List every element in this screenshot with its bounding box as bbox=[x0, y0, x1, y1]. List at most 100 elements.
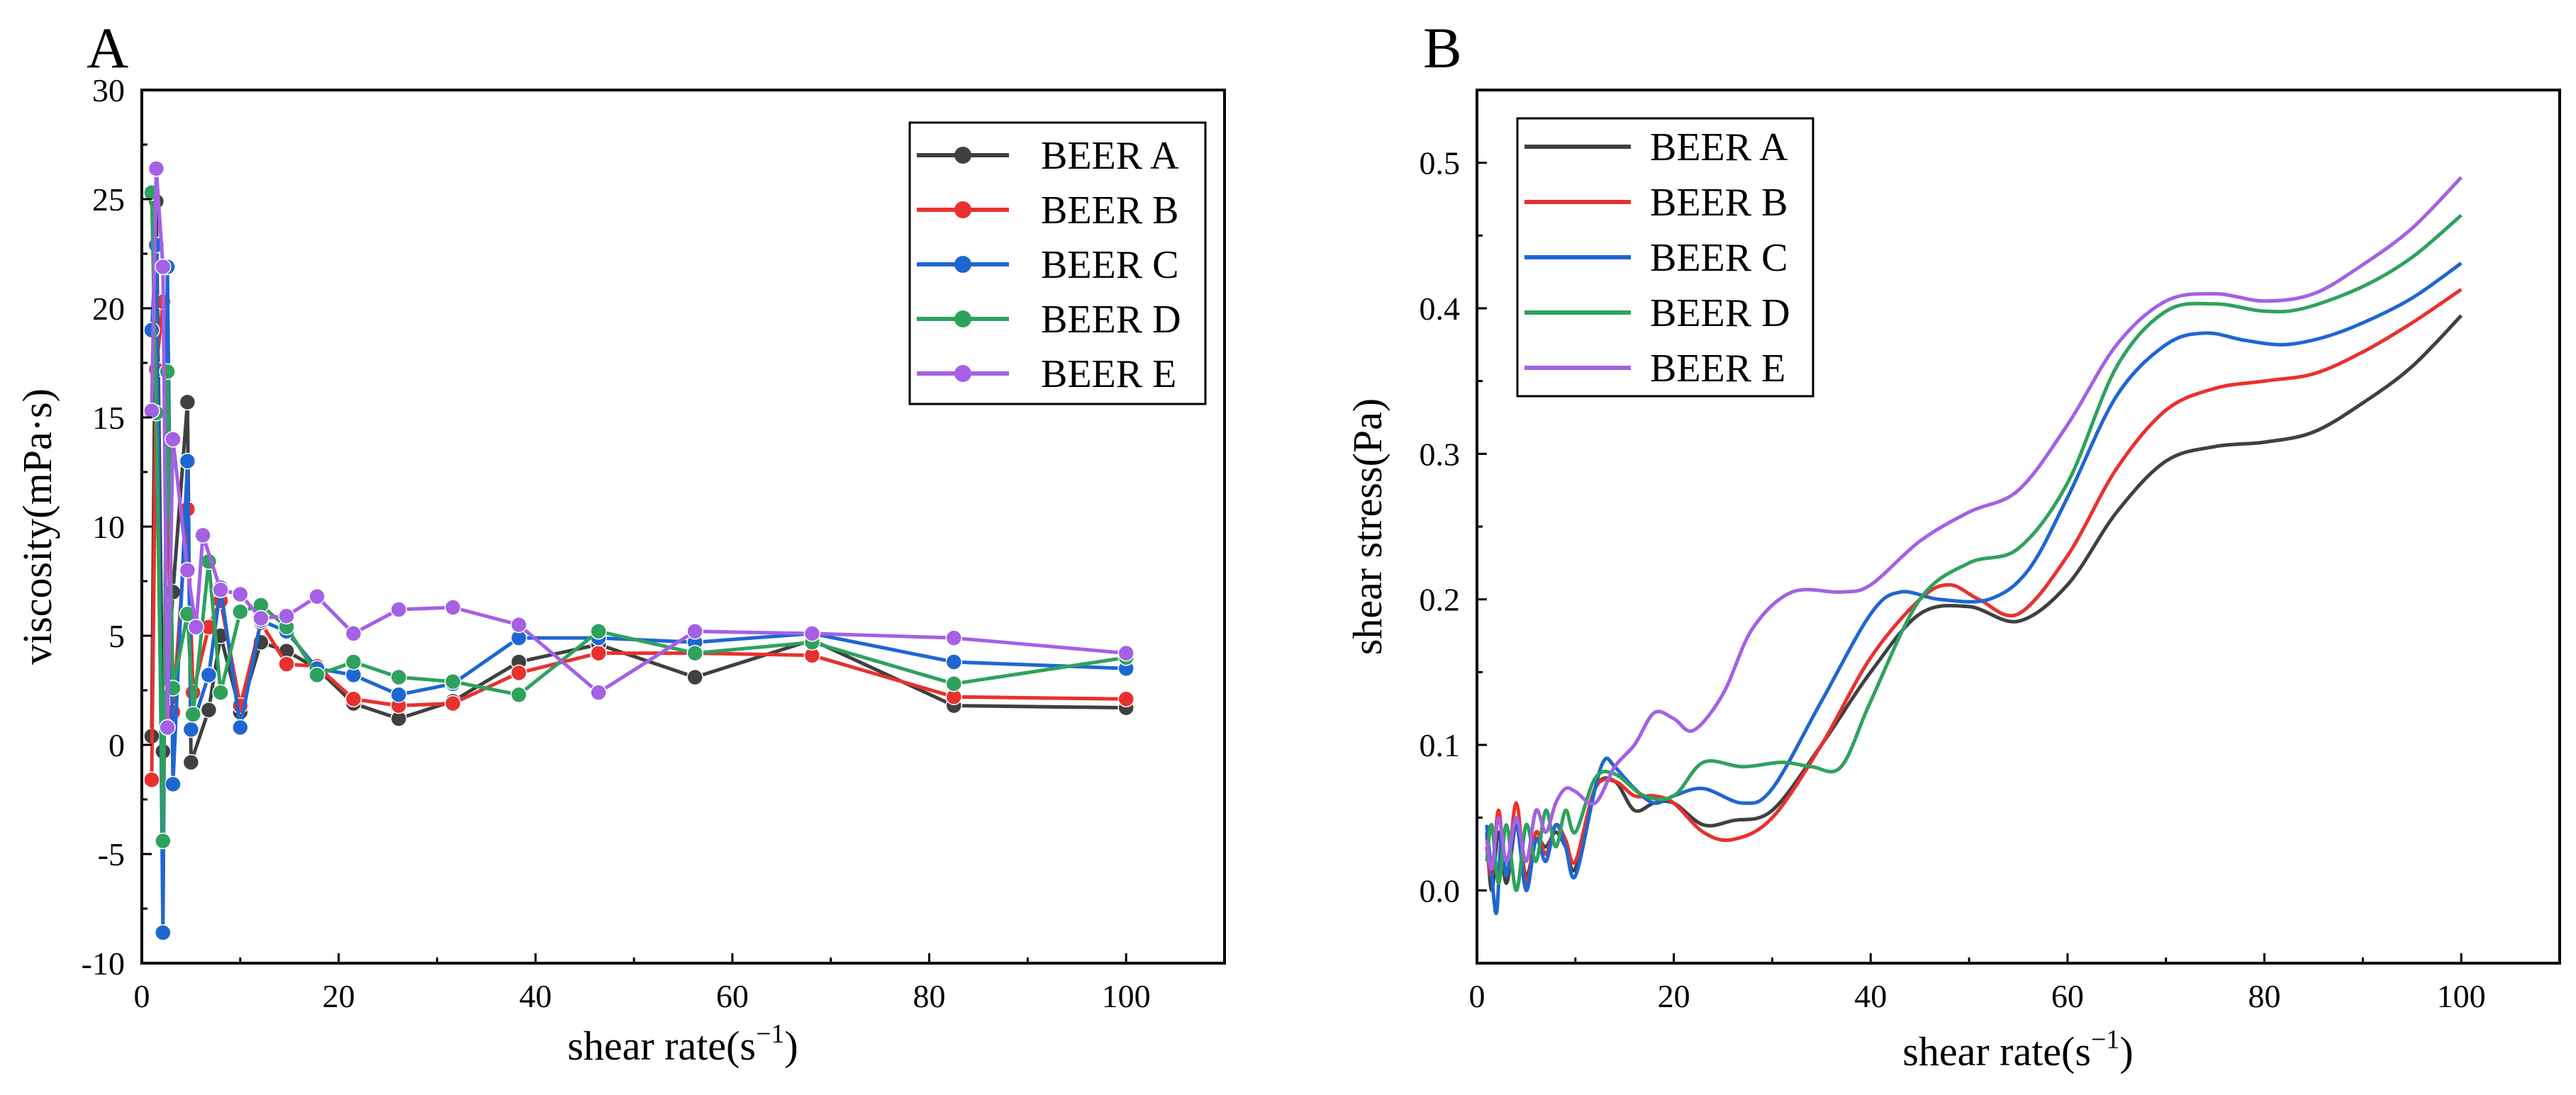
y-tick-label: 15 bbox=[92, 400, 125, 436]
x-tick-label: 60 bbox=[716, 978, 749, 1014]
legend-label: BEER E bbox=[1041, 352, 1176, 396]
data-point bbox=[159, 719, 176, 736]
data-point bbox=[179, 561, 196, 579]
y-tick-label: -5 bbox=[98, 836, 125, 872]
data-point bbox=[200, 701, 218, 719]
legend-label: BEER E bbox=[1650, 347, 1785, 391]
axis-ticks-b: 0 20 40 60 80 100 0.0 0.1 0.2 0.3 0.4 0.5 bbox=[1420, 145, 2486, 1014]
data-point bbox=[444, 695, 462, 712]
data-point bbox=[945, 675, 963, 692]
x-tick-label: 80 bbox=[2248, 978, 2281, 1014]
legend-item-beer-e: BEER E bbox=[1524, 347, 1785, 391]
data-point bbox=[212, 684, 229, 701]
data-point bbox=[165, 775, 182, 793]
data-point bbox=[143, 403, 160, 420]
data-point bbox=[194, 527, 211, 544]
y-tick-label: 0 bbox=[108, 727, 125, 763]
x-axis-label-b: shear rate(s−1) bbox=[1902, 1025, 2133, 1074]
data-point bbox=[345, 690, 362, 708]
x-tick-label: 40 bbox=[519, 978, 552, 1014]
y-tick-label: 30 bbox=[92, 72, 125, 108]
y-tick-label: -10 bbox=[82, 945, 125, 982]
data-point bbox=[155, 832, 172, 850]
legend-marker bbox=[954, 256, 971, 273]
panel-label-b: B bbox=[1423, 16, 1462, 80]
shear-stress-series-group bbox=[1485, 176, 2463, 916]
legend-item-beer-b: BEER B bbox=[917, 189, 1178, 232]
y-axis-label-b: shear stress(Pa) bbox=[1344, 398, 1390, 655]
data-point bbox=[159, 363, 176, 381]
data-point bbox=[182, 753, 200, 771]
data-point bbox=[1117, 644, 1134, 662]
data-point bbox=[232, 603, 249, 620]
data-point bbox=[308, 666, 325, 684]
x-tick-label: 100 bbox=[2437, 978, 2486, 1014]
series-beer-d bbox=[1485, 213, 2463, 892]
data-point bbox=[200, 666, 218, 684]
data-point bbox=[1117, 690, 1134, 708]
data-point bbox=[686, 623, 703, 640]
data-point bbox=[590, 684, 607, 701]
y-tick-label: 0.3 bbox=[1420, 436, 1461, 472]
data-point bbox=[232, 585, 249, 603]
data-point bbox=[147, 160, 165, 177]
series-line-beer-b bbox=[1485, 288, 2463, 885]
series-line-beer-d bbox=[1485, 213, 2463, 892]
legend-item-beer-d: BEER D bbox=[1524, 291, 1790, 335]
legend-item-beer-c: BEER C bbox=[1524, 236, 1788, 280]
y-tick-label: 0.1 bbox=[1420, 727, 1461, 763]
data-point bbox=[945, 629, 963, 646]
data-point bbox=[179, 452, 196, 470]
legend-label: BEER A bbox=[1041, 134, 1179, 178]
legend-item-beer-b: BEER B bbox=[1524, 181, 1788, 225]
data-point bbox=[444, 599, 462, 616]
legend-marker bbox=[954, 201, 971, 218]
series-beer-e bbox=[143, 160, 1134, 736]
data-point bbox=[510, 616, 528, 634]
x-tick-label: 40 bbox=[1854, 978, 1887, 1014]
data-point bbox=[686, 668, 703, 686]
y-tick-label: 0.4 bbox=[1420, 291, 1461, 327]
data-point bbox=[510, 664, 528, 682]
legend-b: BEER A BEER B BEER C BEER D BEER E bbox=[1516, 117, 1814, 398]
data-point bbox=[143, 771, 160, 789]
data-point bbox=[155, 924, 172, 941]
legend-marker bbox=[954, 147, 971, 164]
y-tick-label: 5 bbox=[108, 618, 125, 654]
data-point bbox=[444, 673, 462, 690]
legend-marker bbox=[954, 365, 971, 382]
data-point bbox=[278, 607, 295, 625]
legend-a: BEER A BEER B BEER C BEER D BEER E bbox=[908, 121, 1207, 405]
legend-item-beer-a: BEER A bbox=[1524, 125, 1788, 169]
y-tick-label: 0.0 bbox=[1420, 872, 1461, 909]
x-axis-label-a: shear rate(s−1) bbox=[567, 1019, 798, 1069]
y-tick-label: 10 bbox=[92, 509, 125, 545]
x-tick-label: 100 bbox=[1102, 978, 1151, 1014]
data-point bbox=[232, 719, 249, 736]
x-tick-label: 60 bbox=[2051, 978, 2084, 1014]
viscosity-series-group bbox=[143, 160, 1134, 941]
legend-marker bbox=[954, 310, 971, 327]
series-beer-e bbox=[1485, 176, 2463, 871]
legend-label: BEER D bbox=[1650, 291, 1790, 335]
legend-label: BEER B bbox=[1650, 181, 1788, 225]
series-line-beer-e bbox=[150, 167, 1127, 729]
data-point bbox=[345, 653, 362, 670]
y-axis-label-a: viscosity(mPa·s) bbox=[14, 388, 60, 665]
panel-label-a: A bbox=[87, 16, 128, 80]
legend-label: BEER D bbox=[1041, 298, 1181, 342]
data-point bbox=[155, 258, 172, 276]
legend-item-beer-d: BEER D bbox=[917, 298, 1181, 342]
axis-ticks-a: 0 20 40 60 80 100 -10 -5 0 5 10 15 20 25 30 bbox=[82, 72, 1151, 1014]
data-point bbox=[184, 706, 201, 723]
data-point bbox=[390, 686, 408, 703]
data-point bbox=[686, 644, 703, 662]
series-line-beer-c bbox=[1485, 262, 2463, 916]
chart-shear-stress: B 0 20 40 60 80 100 0.0 0.1 0.2 0.3 0.4 0.5 shear r… bbox=[1344, 16, 2561, 1074]
y-tick-label: 25 bbox=[92, 181, 125, 218]
data-point bbox=[390, 601, 408, 618]
data-point bbox=[390, 668, 408, 686]
x-tick-label: 0 bbox=[134, 978, 150, 1014]
legend-item-beer-a: BEER A bbox=[917, 134, 1179, 178]
